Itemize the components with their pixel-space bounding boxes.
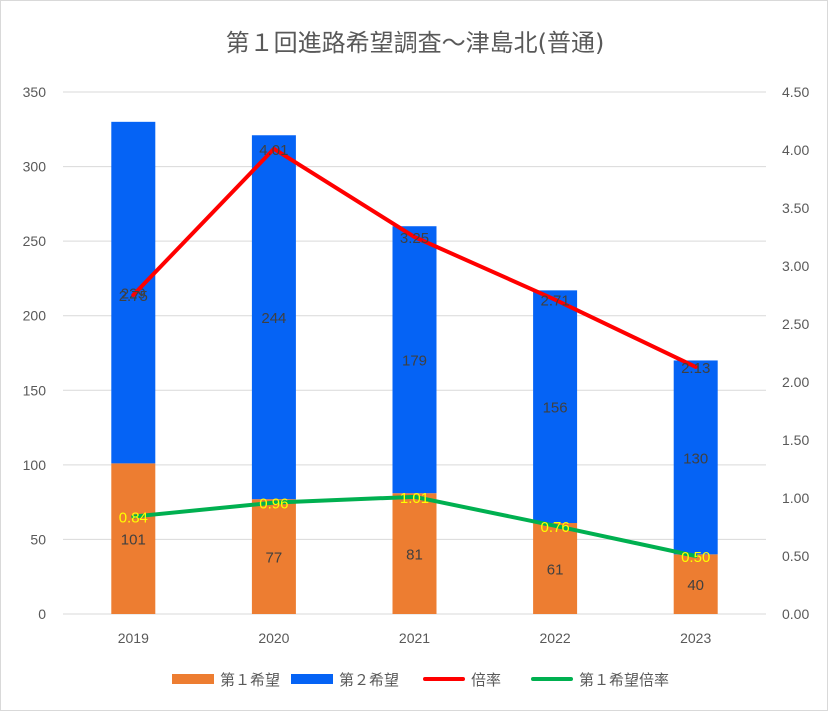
x-tick-label: 2022 (540, 630, 571, 646)
y2-tick-label: 4.50 (782, 84, 809, 100)
bar-label-first-choice: 81 (406, 547, 423, 564)
line-label-ratio: 2.75 (119, 288, 148, 305)
line-ratio (131, 146, 698, 369)
y2-tick-label: 3.00 (782, 258, 809, 274)
bar-first-choice (392, 493, 437, 614)
legend-label-second-choice: 第２希望 (339, 670, 400, 689)
x-tick-label: 2020 (258, 630, 289, 646)
bar-label-second-choice: 179 (402, 353, 427, 370)
line-first-choice-ratio (131, 494, 698, 558)
bar-label-second-choice: 244 (261, 310, 286, 327)
legend-item-second-choice: 第２希望 (291, 668, 399, 690)
y-tick-label: 200 (23, 308, 47, 324)
bar-label-first-choice: 101 (121, 532, 146, 549)
bar-second-choice (251, 135, 296, 500)
bar-label-second-choice: 130 (683, 450, 708, 467)
legend-item-first-choice: 第１希望 (172, 668, 280, 690)
bar-first-choice (111, 463, 156, 614)
y2-tick-label: 0.50 (782, 548, 809, 564)
y-tick-label: 0 (38, 606, 46, 622)
y2-tick-label: 2.00 (782, 374, 809, 390)
bar-second-choice (673, 360, 718, 555)
chart-title: 第１回進路希望調査～津島北(普通) (225, 29, 605, 57)
x-tick-label: 2023 (680, 630, 711, 646)
line-label-ratio: 3.25 (400, 230, 429, 247)
y-tick-label: 50 (30, 531, 46, 547)
y-tick-label: 350 (23, 84, 47, 100)
legend-label-first-choice-ratio: 第１希望倍率 (579, 670, 670, 689)
y-tick-label: 150 (23, 382, 47, 398)
line-label-ratio: 4.01 (259, 142, 288, 159)
bar-first-choice (251, 499, 296, 614)
y-tick-label: 250 (23, 233, 47, 249)
y2-tick-label: 0.00 (782, 606, 809, 622)
y2-tick-label: 2.50 (782, 316, 809, 332)
legend-swatch-second-choice (291, 674, 333, 684)
legend-label-first-choice: 第１希望 (220, 670, 281, 689)
bar-second-choice (533, 290, 578, 524)
bar-label-first-choice: 40 (687, 577, 704, 594)
y2-tick-label: 4.00 (782, 142, 809, 158)
x-tick-label: 2019 (118, 630, 149, 646)
line-label-first-choice-ratio: 0.50 (681, 549, 710, 566)
bar-first-choice (533, 523, 578, 614)
line-label-first-choice-ratio: 0.76 (540, 519, 569, 536)
legend-swatch-first-choice (172, 674, 214, 684)
bar-label-second-choice: 156 (543, 400, 568, 417)
line-label-first-choice-ratio: 0.84 (119, 510, 148, 527)
legend: 第１希望 第２希望 倍率 第１希望倍率 (1, 668, 828, 690)
line-label-ratio: 2.13 (681, 360, 710, 377)
bar-second-choice (392, 226, 437, 494)
y-tick-label: 300 (23, 159, 47, 175)
legend-line-first-choice-ratio (531, 677, 573, 681)
y-tick-label: 100 (23, 457, 47, 473)
bar-label-first-choice: 77 (266, 550, 283, 567)
legend-line-ratio (423, 677, 465, 681)
legend-item-first-choice-ratio: 第１希望倍率 (531, 668, 669, 690)
line-label-first-choice-ratio: 0.96 (259, 496, 288, 513)
bar-first-choice (673, 554, 718, 614)
y2-tick-label: 3.50 (782, 200, 809, 216)
y2-tick-label: 1.00 (782, 490, 809, 506)
line-label-first-choice-ratio: 1.01 (400, 490, 429, 507)
y2-tick-label: 1.50 (782, 432, 809, 448)
line-label-ratio: 2.71 (540, 293, 569, 310)
bar-label-first-choice: 61 (547, 562, 564, 579)
legend-label-ratio: 倍率 (471, 670, 502, 689)
x-tick-label: 2021 (399, 630, 430, 646)
legend-item-ratio: 倍率 (423, 668, 501, 690)
